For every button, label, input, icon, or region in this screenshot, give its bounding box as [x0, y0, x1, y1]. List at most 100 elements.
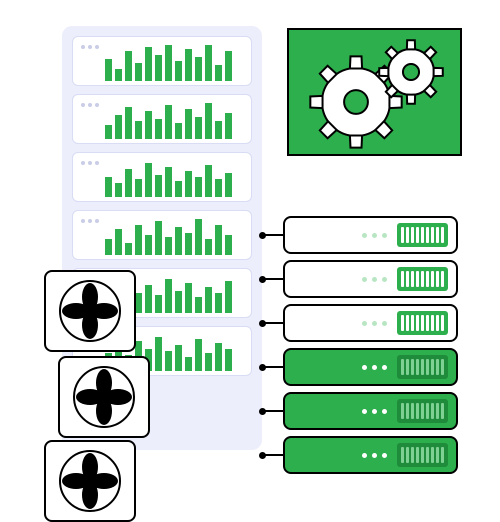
bar: [135, 179, 142, 197]
bar: [185, 357, 192, 371]
bar: [175, 227, 182, 255]
bar: [125, 169, 132, 197]
fan-unit: [44, 440, 136, 522]
server-unit: [283, 216, 458, 254]
fan-unit: [44, 270, 136, 352]
bar: [175, 291, 182, 313]
server-unit: [283, 436, 458, 474]
connector-dot: [259, 452, 266, 459]
bar: [165, 237, 172, 255]
bar: [105, 125, 112, 139]
bar: [175, 181, 182, 197]
bar: [165, 45, 172, 81]
fan-icon: [49, 445, 131, 517]
gears-panel: [287, 28, 462, 156]
bar: [195, 219, 202, 255]
bar: [155, 295, 162, 313]
bar: [205, 353, 212, 371]
bar: [215, 343, 222, 371]
window-dots: [81, 45, 99, 49]
bar: [225, 113, 232, 139]
server-unit: [283, 348, 458, 386]
bar: [145, 111, 152, 139]
bar: [105, 59, 112, 81]
bar: [215, 225, 222, 255]
bar: [175, 61, 182, 81]
server-leds: [362, 233, 387, 238]
connector-dot: [259, 276, 266, 283]
bar-chart: [105, 217, 243, 255]
bar-chart: [105, 101, 243, 139]
connector-dot: [259, 364, 266, 371]
bar: [185, 109, 192, 139]
bar: [195, 297, 202, 313]
bar: [155, 55, 162, 81]
bar: [205, 287, 212, 313]
bar: [125, 107, 132, 139]
fan-icon: [63, 361, 145, 433]
bar: [125, 243, 132, 255]
server-vent: [397, 267, 448, 291]
bar: [205, 45, 212, 81]
bar: [135, 225, 142, 255]
bar: [225, 235, 232, 255]
chart-card: [72, 36, 252, 86]
server-vent: [397, 311, 448, 335]
bar: [195, 339, 202, 371]
bar: [145, 47, 152, 81]
chart-card: [72, 152, 252, 202]
gears-icon: [289, 30, 464, 158]
chart-card: [72, 94, 252, 144]
bar: [165, 351, 172, 371]
server-unit: [283, 392, 458, 430]
bar: [225, 281, 232, 313]
bar: [155, 221, 162, 255]
connector-dot: [259, 408, 266, 415]
bar: [205, 165, 212, 197]
bar: [115, 69, 122, 81]
server-unit: [283, 304, 458, 342]
bar: [155, 337, 162, 371]
bar: [195, 117, 202, 139]
connector-dot: [259, 320, 266, 327]
window-dots: [81, 103, 99, 107]
bar: [185, 233, 192, 255]
bar: [195, 57, 202, 81]
server-vent: [397, 355, 448, 379]
bar: [135, 63, 142, 81]
bar: [105, 177, 112, 197]
bar: [205, 239, 212, 255]
bar-chart: [105, 43, 243, 81]
bar: [105, 239, 112, 255]
window-dots: [81, 161, 99, 165]
bar: [175, 345, 182, 371]
bar: [135, 121, 142, 139]
bar: [205, 103, 212, 139]
chart-card: [72, 210, 252, 260]
server-leds: [362, 453, 387, 458]
bar: [115, 115, 122, 139]
server-unit: [283, 260, 458, 298]
bar: [155, 119, 162, 139]
server-leds: [362, 321, 387, 326]
server-vent: [397, 223, 448, 247]
bar: [165, 105, 172, 139]
server-vent: [397, 399, 448, 423]
bar: [185, 49, 192, 81]
server-leds: [362, 365, 387, 370]
bar: [145, 285, 152, 313]
bar: [185, 171, 192, 197]
bar: [145, 163, 152, 197]
window-dots: [81, 219, 99, 223]
bar: [225, 349, 232, 371]
connector-dot: [259, 232, 266, 239]
fan-unit: [58, 356, 150, 438]
bar-chart: [105, 159, 243, 197]
fan-icon: [49, 275, 131, 347]
server-vent: [397, 443, 448, 467]
server-leds: [362, 409, 387, 414]
bar: [125, 51, 132, 81]
bar: [215, 65, 222, 81]
bar: [165, 167, 172, 197]
bar: [155, 175, 162, 197]
